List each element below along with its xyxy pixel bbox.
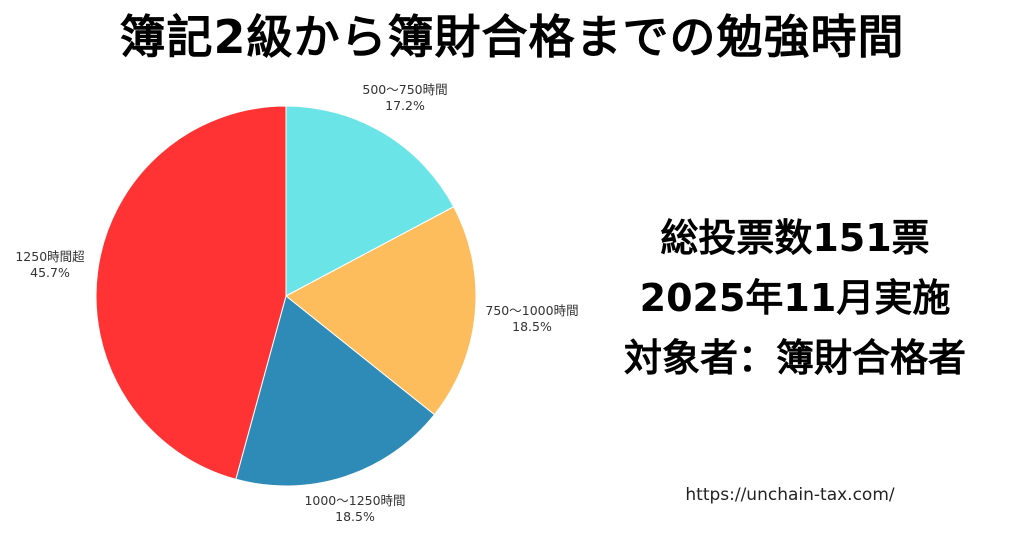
label-name: 750〜1000時間 (485, 303, 579, 318)
label-750-1000: 750〜1000時間 18.5% (472, 303, 592, 335)
pie-slice (285, 206, 477, 416)
label-pct: 18.5% (512, 319, 552, 334)
chart-title: 簿記2級から簿財合格までの勉強時間 (119, 10, 905, 64)
label-name: 1250時間超 (15, 249, 85, 264)
label-1000-1250: 1000〜1250時間 18.5% (285, 493, 425, 525)
pie-slice (285, 105, 455, 297)
survey-date: 2025年11月実施 (639, 276, 951, 320)
pie-slice (95, 105, 287, 480)
label-500-750: 500〜750時間 17.2% (340, 82, 470, 114)
label-1250-plus: 1250時間超 45.7% (0, 249, 100, 281)
total-votes: 総投票数151票 (660, 216, 930, 260)
label-pct: 45.7% (30, 265, 70, 280)
pie-slice (235, 295, 436, 487)
label-pct: 18.5% (335, 509, 375, 524)
target-audience: 対象者：簿財合格者 (623, 336, 966, 380)
label-pct: 17.2% (385, 98, 425, 113)
source-url: https://unchain-tax.com/ (685, 485, 895, 505)
survey-info: 総投票数151票 2025年11月実施 対象者：簿財合格者 (570, 208, 1020, 388)
label-name: 1000〜1250時間 (304, 493, 406, 508)
label-name: 500〜750時間 (362, 82, 448, 97)
